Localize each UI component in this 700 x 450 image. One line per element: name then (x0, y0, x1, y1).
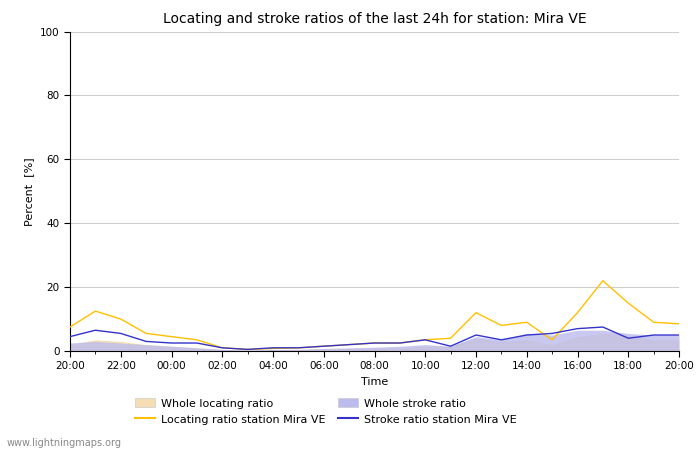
Text: www.lightningmaps.org: www.lightningmaps.org (7, 438, 122, 448)
Legend: Whole locating ratio, Locating ratio station Mira VE, Whole stroke ratio, Stroke: Whole locating ratio, Locating ratio sta… (135, 398, 517, 424)
Title: Locating and stroke ratios of the last 24h for station: Mira VE: Locating and stroke ratios of the last 2… (162, 12, 587, 26)
Y-axis label: Percent  [%]: Percent [%] (25, 157, 34, 225)
X-axis label: Time: Time (361, 377, 388, 387)
